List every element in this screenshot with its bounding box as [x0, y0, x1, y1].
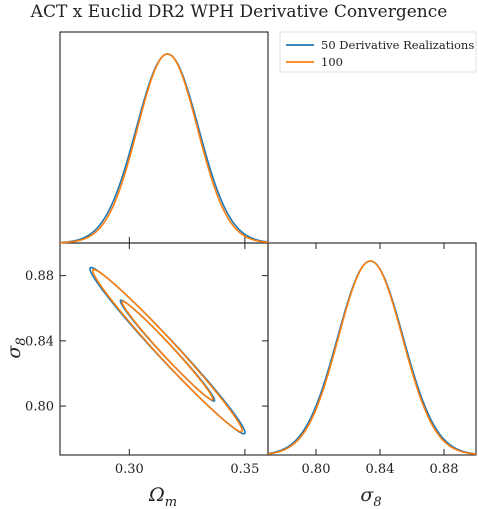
legend-label-50: 50 Derivative Realizations: [321, 38, 474, 52]
contour-95-50: [89, 266, 246, 435]
tick-label-sigma-8-y: 0.80: [25, 400, 54, 415]
tick-label-sigma-8-y: 0.88: [25, 269, 54, 284]
curves: [59, 53, 477, 455]
tick-label-sigma-8-x: 0.88: [430, 462, 459, 477]
pdf-omega-m-100: [59, 53, 269, 244]
tick-label-omega-m: 0.30: [115, 462, 144, 477]
y-axis-label-sigma-8: σ8: [3, 337, 29, 358]
contour-68-100: [121, 300, 214, 401]
contour-68-50: [119, 299, 216, 402]
contour-95-100: [91, 268, 243, 433]
pdf-sigma-8-100: [267, 260, 477, 455]
panel-frame-sigma-8-1d: [267, 242, 477, 456]
panel-frames: [59, 31, 477, 456]
pdf-omega-m-50: [59, 53, 269, 244]
legend-box: [279, 31, 477, 73]
legend: 50 Derivative Realizations 100: [279, 31, 477, 73]
tick-label-sigma-8-y: 0.84: [25, 334, 54, 349]
pdf-sigma-8-50: [267, 260, 477, 455]
tick-label-omega-m: 0.35: [230, 462, 259, 477]
x-axis-label-sigma-8: σ8: [360, 484, 381, 509]
panel-frame-omega-m-1d: [59, 31, 269, 244]
chart-title: ACT x Euclid DR2 WPH Derivative Converge…: [30, 2, 448, 22]
tick-label-sigma-8-x: 0.80: [302, 462, 331, 477]
tick-label-sigma-8-x: 0.84: [366, 462, 395, 477]
x-axis-label-omega-m: Ωm: [148, 484, 177, 509]
legend-label-100: 100: [321, 55, 343, 69]
ticks: 0.30 0.35 0.80 0.80 0.84 0.84 0.88 0.88: [25, 237, 458, 477]
axis-labels: Ωm σ8 σ8: [3, 337, 382, 509]
panel-frame-2d: [59, 242, 269, 456]
